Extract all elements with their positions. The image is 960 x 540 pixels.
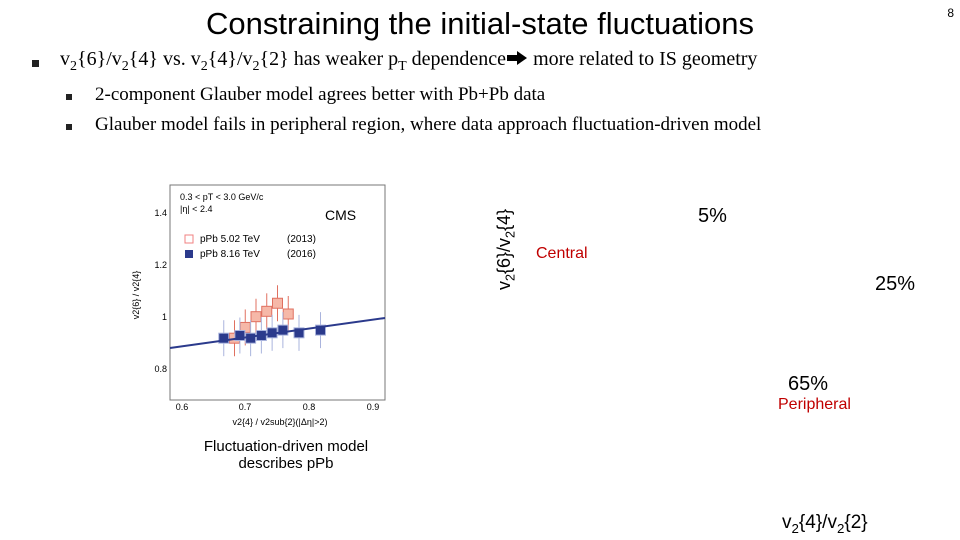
pink-data-point — [282, 308, 294, 320]
right-y-axis-label: v2{6}/v2{4} — [494, 208, 518, 290]
pink-data-point — [272, 297, 283, 309]
label-65-percent: 65% — [788, 373, 829, 395]
label-peripheral: Peripheral — [778, 396, 851, 413]
cms-caption: Fluctuation-driven model describes pPb — [203, 438, 369, 472]
blue-data-point — [218, 332, 230, 344]
legend-year-1: (2013) — [287, 234, 316, 245]
x-tick-label: 0.8 — [303, 402, 316, 412]
bullet-marker-icon — [32, 60, 39, 67]
main-bullet: v2{6}/v2{4} vs. v2{4}/v2{2} has weaker p… — [60, 48, 758, 74]
y-tick-label: 0.8 — [154, 364, 167, 374]
blue-data-point — [234, 330, 246, 341]
blue-data-point — [293, 327, 305, 339]
cms-y-axis-label: v2{6} / v2{4} — [131, 271, 141, 320]
legend-marker-pink — [184, 234, 194, 244]
sub-bullet-1: 2-component Glauber model agrees better … — [95, 84, 546, 105]
pink-data-point — [261, 305, 273, 317]
x-tick-label: 0.9 — [367, 402, 380, 412]
glauber-model-line — [169, 317, 386, 349]
label-25-percent: 25% — [875, 273, 916, 295]
page-number: 8 — [947, 6, 954, 20]
legend-marker-blue — [185, 250, 193, 258]
y-tick-label: 1.2 — [154, 260, 167, 270]
legend-label-2: pPb 8.16 TeV — [200, 249, 260, 260]
blue-data-point — [277, 324, 289, 336]
cms-x-axis-label: v2{4} / v2sub{2}(|Δη|>2) — [232, 417, 327, 427]
right-x-axis-label: v2{4}/v2{2} — [782, 512, 868, 536]
sub-bullet-marker-icon — [66, 124, 72, 130]
legend-label-1: pPb 5.02 TeV — [200, 234, 260, 245]
x-tick-label: 0.7 — [239, 402, 252, 412]
cms-scatter-plot: 0.3 < pT < 3.0 GeV/c |η| < 2.4 pPb 5.02 … — [131, 184, 386, 427]
legend-year-2: (2016) — [287, 249, 316, 260]
blue-data-point — [315, 324, 326, 336]
sub-bullet-marker-icon — [66, 94, 72, 100]
arrow-right-icon — [507, 51, 528, 65]
y-tick-label: 1 — [162, 312, 167, 322]
sub-bullet-2: Glauber model fails in peripheral region… — [95, 114, 762, 135]
x-tick-label: 0.6 — [176, 402, 189, 412]
cut-label-eta: |η| < 2.4 — [180, 204, 212, 214]
slide-title: Constraining the initial-state fluctuati… — [206, 6, 754, 41]
label-5-percent: 5% — [698, 205, 727, 227]
cut-label-pt: 0.3 < pT < 3.0 GeV/c — [180, 192, 264, 202]
cms-label: CMS — [325, 207, 356, 223]
label-central: Central — [536, 245, 588, 262]
y-tick-label: 1.4 — [154, 208, 167, 218]
pink-data-point — [250, 311, 262, 323]
